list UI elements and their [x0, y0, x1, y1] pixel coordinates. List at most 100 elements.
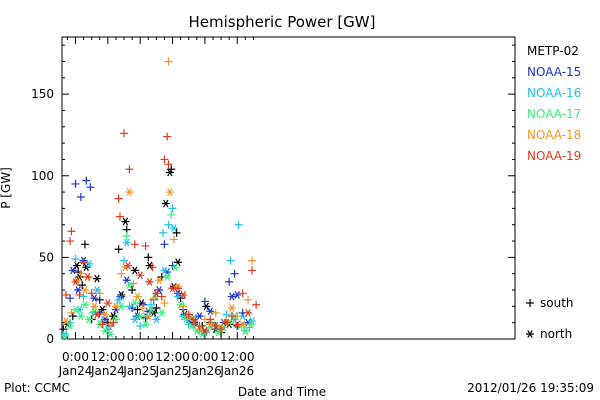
- data-point-south: [136, 321, 145, 330]
- data-point-south: [129, 279, 138, 288]
- data-point-south: [76, 192, 85, 201]
- data-point-south: [227, 312, 236, 321]
- data-point-south: [200, 297, 209, 306]
- data-point-north: [233, 291, 242, 299]
- legend-item-noaa-15: NOAA-15: [527, 65, 581, 79]
- data-point-north: [163, 273, 172, 281]
- data-point-north: [125, 188, 134, 196]
- data-point-south: [133, 305, 142, 314]
- x-tick-label-time: 0:00: [127, 350, 154, 364]
- data-point-south: [114, 245, 123, 254]
- data-point-north: [90, 302, 99, 311]
- x-tick-label-time: 0:00: [191, 350, 218, 364]
- data-point-north: [71, 277, 80, 286]
- data-point-south: [225, 277, 234, 286]
- y-tick-label: 100: [31, 169, 54, 183]
- data-point-south: [248, 266, 257, 275]
- data-point-north: [125, 281, 134, 290]
- data-point-north: [83, 273, 92, 281]
- data-point-north: [114, 295, 123, 304]
- data-point-north: [155, 276, 164, 285]
- data-point-north: [90, 294, 99, 303]
- data-point-north: [192, 326, 201, 335]
- legend-marker-label: south: [540, 296, 574, 310]
- data-point-south: [120, 129, 129, 138]
- data-point-north: [133, 292, 142, 301]
- x-tick-label-date: Jan25: [155, 364, 190, 378]
- data-point-north: [80, 300, 89, 309]
- data-point-north: [103, 299, 112, 307]
- data-point-south: [211, 308, 220, 317]
- x-tick-label-date: Jan24: [90, 364, 125, 378]
- data-point-north: [60, 330, 69, 339]
- data-point-south: [160, 240, 169, 249]
- data-point-north: [93, 310, 102, 319]
- data-point-south: [179, 302, 188, 311]
- data-point-south: [86, 183, 95, 192]
- data-point-north: [111, 302, 120, 311]
- data-point-south: [244, 295, 253, 304]
- data-point-south: [67, 227, 76, 236]
- data-point-south: [217, 325, 226, 334]
- data-point-south: [128, 286, 137, 295]
- data-point-north: [179, 291, 188, 299]
- y-tick-label: 0: [46, 332, 54, 346]
- data-point-south: [146, 300, 155, 309]
- x-tick-label-date: Jan25: [122, 364, 157, 378]
- series-noaa-18: [62, 57, 257, 334]
- data-point-south: [71, 179, 80, 188]
- data-point-south: [184, 310, 193, 319]
- legend-star-marker: [526, 330, 534, 338]
- data-point-south: [238, 289, 247, 298]
- data-point-north: [80, 286, 89, 294]
- data-point-south: [66, 294, 75, 303]
- series-metp-02: [59, 165, 250, 337]
- data-point-south: [98, 320, 107, 329]
- data-point-south: [252, 300, 261, 309]
- data-point-south: [79, 292, 88, 301]
- data-point-north: [144, 312, 153, 321]
- data-point-north: [68, 266, 77, 275]
- data-point-south: [95, 289, 104, 298]
- x-tick-label-date: Jan24: [58, 364, 93, 378]
- data-point-south: [80, 240, 89, 249]
- data-point-south: [160, 155, 169, 164]
- data-point-north: [101, 310, 110, 319]
- data-point-south: [167, 210, 176, 219]
- data-point-north: [169, 224, 178, 232]
- data-point-south: [206, 315, 215, 324]
- data-point-north: [66, 322, 75, 330]
- data-point-south: [120, 256, 129, 265]
- data-point-north: [244, 308, 253, 317]
- data-point-south: [160, 299, 169, 308]
- data-point-north: [145, 277, 154, 286]
- data-point-south: [148, 263, 157, 272]
- data-point-north: [72, 261, 81, 270]
- data-point-south: [248, 256, 257, 265]
- legend-plus-marker: [526, 299, 534, 307]
- data-point-north: [157, 308, 166, 317]
- x-tick-label-time: 12:00: [91, 350, 126, 364]
- data-point-south: [76, 269, 85, 278]
- data-point-north: [206, 307, 215, 316]
- data-point-north: [171, 263, 180, 272]
- x-tick-label-time: 12:00: [220, 350, 255, 364]
- y-tick-label: 50: [39, 250, 54, 264]
- data-point-north: [211, 322, 220, 330]
- data-point-south: [71, 255, 80, 264]
- data-point-south: [195, 321, 204, 330]
- data-point-south: [82, 176, 91, 185]
- data-point-north: [122, 276, 131, 285]
- data-point-south: [226, 256, 235, 265]
- data-point-north: [122, 238, 131, 247]
- data-point-south: [66, 237, 75, 246]
- data-point-south: [141, 241, 150, 250]
- y-axis-label: P [GW]: [0, 167, 13, 209]
- series-noaa-19: [62, 129, 261, 335]
- y-tick-label: 150: [31, 87, 54, 101]
- data-point-north: [136, 271, 145, 280]
- data-point-south: [130, 240, 139, 249]
- data-point-south: [75, 290, 84, 299]
- data-point-north: [124, 261, 133, 270]
